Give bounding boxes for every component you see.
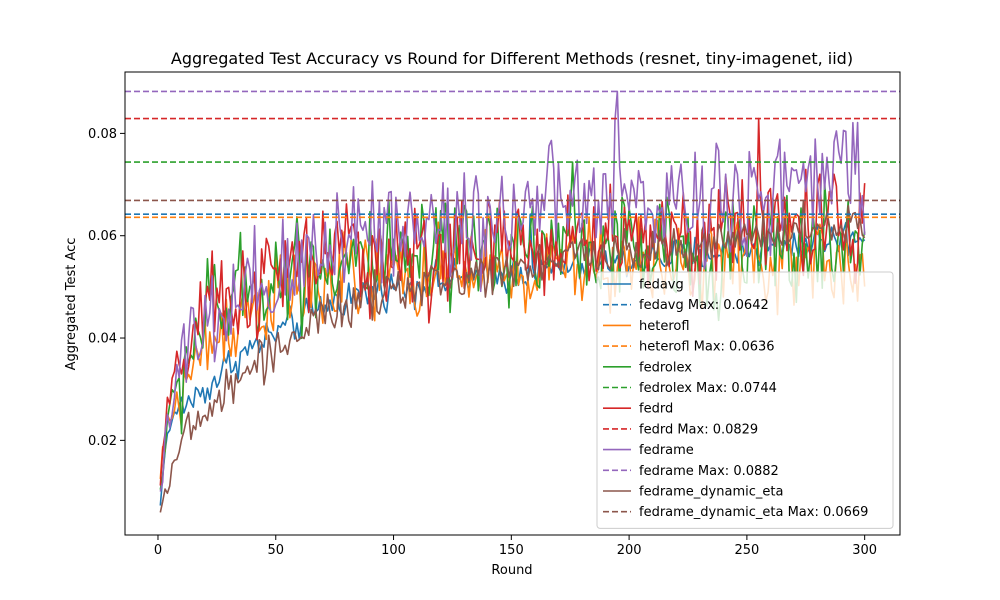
legend-label: heterofl Max: 0.0636 — [639, 340, 775, 355]
legend-label: fedrame Max: 0.0882 — [639, 464, 779, 479]
legend-label: fedrolex Max: 0.0744 — [639, 381, 777, 396]
legend-label: fedrame_dynamic_eta — [639, 485, 783, 500]
y-tick-label: 0.08 — [88, 127, 117, 142]
x-axis: 0 50 100 150 200 250 300 — [154, 535, 877, 558]
legend: fedavg fedavg Max: 0.0642 heterofl heterofl… — [596, 271, 894, 529]
legend-label: heterofl — [639, 319, 690, 334]
plot-frame — [124, 71, 901, 536]
legend-label: fedrd Max: 0.0829 — [639, 422, 758, 437]
x-tick-label: 50 — [267, 543, 284, 558]
legend-box — [596, 271, 894, 529]
x-tick-label: 150 — [499, 543, 524, 558]
legend-label: fedavg Max: 0.0642 — [639, 298, 769, 313]
y-axis-label: Aggregated Test Acc — [64, 238, 79, 371]
x-axis-label: Round — [491, 563, 532, 578]
series-line-fedrame_dynamic_eta — [159, 199, 866, 513]
chart-title: Aggregated Test Accuracy vs Round for Di… — [171, 49, 853, 68]
legend-label: fedrolex — [639, 360, 692, 375]
legend-label: fedrame — [639, 443, 694, 458]
x-tick-label: 200 — [617, 543, 642, 558]
y-tick-label: 0.06 — [88, 229, 117, 244]
series-layer — [159, 90, 866, 513]
legend-label: fedavg — [639, 278, 684, 293]
y-tick-label: 0.02 — [88, 434, 117, 449]
x-tick-label: 0 — [154, 543, 162, 558]
x-tick-label: 250 — [734, 543, 759, 558]
y-axis: 0.02 0.04 0.06 0.08 — [88, 127, 125, 449]
x-tick-label: 100 — [381, 543, 406, 558]
max-lines-layer — [125, 90, 900, 219]
legend-label: fedrame_dynamic_eta Max: 0.0669 — [639, 505, 868, 520]
y-tick-label: 0.04 — [88, 332, 117, 347]
x-tick-label: 300 — [852, 543, 877, 558]
legend-label: fedrd — [639, 402, 673, 417]
